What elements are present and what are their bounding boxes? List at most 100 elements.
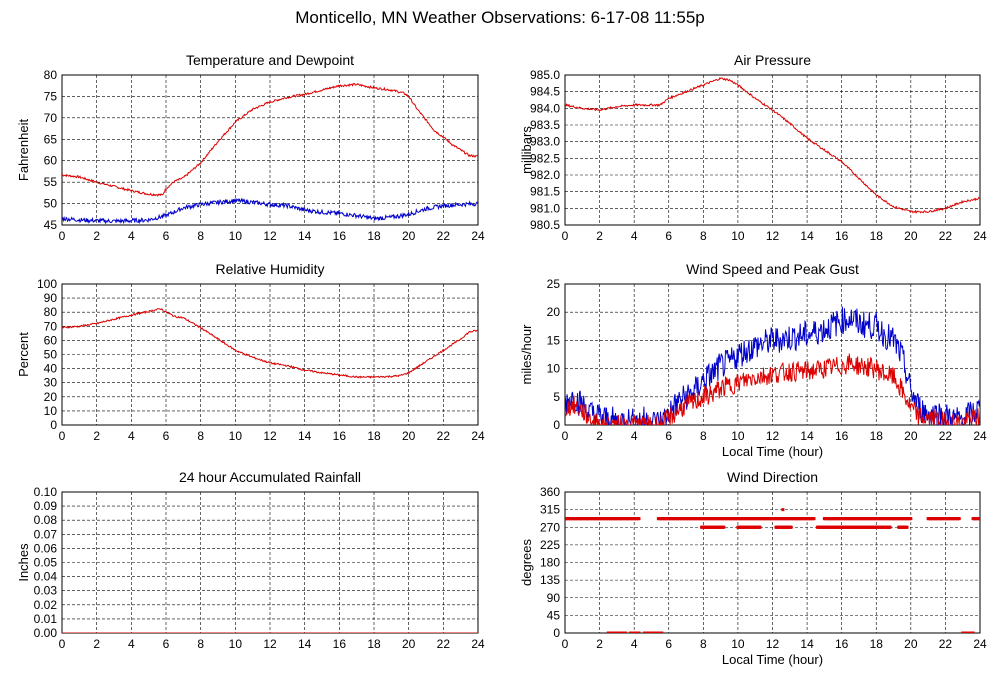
pressure-xtick-label: 10 bbox=[731, 229, 745, 243]
humidity-ytick-label: 20 bbox=[44, 390, 58, 404]
direction-xlabel: Local Time (hour) bbox=[722, 652, 823, 667]
rain-xtick-label: 16 bbox=[333, 637, 347, 651]
temp-xtick-label: 22 bbox=[437, 229, 451, 243]
humidity-frame bbox=[61, 283, 479, 426]
temp-ytick-label: 50 bbox=[44, 197, 58, 211]
direction-point bbox=[637, 631, 641, 633]
pressure-ytick-label: 982.0 bbox=[530, 168, 560, 182]
humidity-xtick-label: 4 bbox=[128, 429, 135, 443]
wind-xtick-label: 18 bbox=[870, 429, 884, 443]
humidity-xtick-label: 2 bbox=[93, 429, 100, 443]
humidity-ytick-label: 50 bbox=[44, 348, 58, 362]
temp-series-line-blue bbox=[62, 197, 478, 225]
direction-point bbox=[624, 631, 628, 633]
direction-point bbox=[758, 525, 762, 529]
pressure-xtick-label: 0 bbox=[562, 229, 569, 243]
direction-ytick-label: 360 bbox=[540, 485, 560, 499]
direction-ytick-label: 270 bbox=[540, 520, 560, 534]
humidity-title: Relative Humidity bbox=[216, 261, 325, 277]
direction-ytick-label: 45 bbox=[547, 608, 561, 622]
direction-frame bbox=[564, 491, 981, 634]
pressure-ytick-label: 984.0 bbox=[530, 101, 560, 115]
humidity-ytick-label: 80 bbox=[44, 305, 58, 319]
wind-xtick-label: 14 bbox=[800, 429, 814, 443]
temp-xtick-label: 16 bbox=[333, 229, 347, 243]
temp-xtick-label: 24 bbox=[471, 229, 485, 243]
humidity-xtick-label: 24 bbox=[471, 429, 485, 443]
temp-ytick-label: 55 bbox=[44, 175, 58, 189]
humidity-xtick-label: 18 bbox=[367, 429, 381, 443]
pressure-title: Air Pressure bbox=[734, 52, 811, 68]
pressure-xtick-label: 22 bbox=[939, 229, 953, 243]
direction-point bbox=[909, 517, 913, 521]
pressure-xtick-label: 6 bbox=[665, 229, 672, 243]
pressure-xtick-label: 24 bbox=[973, 229, 987, 243]
humidity-xtick-label: 12 bbox=[263, 429, 277, 443]
direction-xtick-label: 8 bbox=[700, 637, 707, 651]
pressure-chart: Air Pressure 980.5 981.0 981.5 982.0 982.5 983… bbox=[519, 52, 987, 243]
direction-xtick-label: 20 bbox=[904, 637, 918, 651]
pressure-xtick-label: 18 bbox=[870, 229, 884, 243]
pressure-ytick-label: 980.5 bbox=[530, 218, 560, 232]
wind-ytick-label: 20 bbox=[547, 305, 561, 319]
rain-xtick-label: 4 bbox=[128, 637, 135, 651]
direction-ylabel: degrees bbox=[519, 539, 534, 586]
temp-ytick-label: 70 bbox=[44, 111, 58, 125]
rain-ytick-label: 0.00 bbox=[34, 626, 58, 640]
humidity-ytick-label: 10 bbox=[44, 404, 58, 418]
direction-point bbox=[812, 517, 816, 521]
direction-point bbox=[978, 517, 980, 521]
humidity-xtick-label: 6 bbox=[163, 429, 170, 443]
rain-xtick-label: 24 bbox=[471, 637, 485, 651]
pressure-xtick-label: 8 bbox=[700, 229, 707, 243]
wind-ytick-label: 10 bbox=[547, 362, 561, 376]
pressure-xtick-label: 20 bbox=[904, 229, 918, 243]
pressure-xtick-label: 12 bbox=[766, 229, 780, 243]
pressure-ytick-label: 983.0 bbox=[530, 135, 560, 149]
direction-xtick-label: 14 bbox=[800, 637, 814, 651]
temp-ytick-label: 65 bbox=[44, 132, 58, 146]
rain-xtick-label: 18 bbox=[367, 637, 381, 651]
temp-xtick-label: 0 bbox=[59, 229, 66, 243]
pressure-frame bbox=[564, 74, 981, 226]
temp-title: Temperature and Dewpoint bbox=[186, 52, 354, 68]
wind-xtick-label: 6 bbox=[665, 429, 672, 443]
pressure-ytick-label: 981.5 bbox=[530, 185, 560, 199]
direction-ytick-label: 135 bbox=[540, 573, 560, 587]
wind-xtick-label: 4 bbox=[631, 429, 638, 443]
pressure-xtick-label: 4 bbox=[631, 229, 638, 243]
pressure-ylabel: millibars bbox=[519, 126, 534, 174]
wind-ytick-label: 25 bbox=[547, 277, 561, 291]
wind-ytick-label: 5 bbox=[553, 390, 560, 404]
temp-xtick-label: 4 bbox=[128, 229, 135, 243]
pressure-xtick-label: 2 bbox=[596, 229, 603, 243]
direction-ytick-label: 0 bbox=[553, 626, 560, 640]
wind-xlabel: Local Time (hour) bbox=[722, 444, 823, 459]
humidity-xtick-label: 0 bbox=[59, 429, 66, 443]
humidity-ytick-label: 40 bbox=[44, 362, 58, 376]
rain-xtick-label: 2 bbox=[93, 637, 100, 651]
humidity-ytick-label: 30 bbox=[44, 376, 58, 390]
temp-ylabel: Fahrenheit bbox=[16, 119, 31, 182]
wind-title: Wind Speed and Peak Gust bbox=[686, 261, 859, 277]
humidity-ytick-label: 70 bbox=[44, 319, 58, 333]
direction-point bbox=[781, 508, 785, 512]
direction-point bbox=[971, 631, 975, 633]
rain-xtick-label: 22 bbox=[437, 637, 451, 651]
direction-series bbox=[565, 508, 980, 633]
temp-xtick-label: 2 bbox=[93, 229, 100, 243]
wind-xtick-label: 20 bbox=[904, 429, 918, 443]
temp-frame bbox=[61, 74, 479, 226]
rain-ytick-label: 0.03 bbox=[34, 584, 58, 598]
rain-ylabel: Inches bbox=[16, 543, 31, 582]
rain-ytick-label: 0.08 bbox=[34, 513, 58, 527]
wind-frame bbox=[564, 283, 981, 426]
wind-xtick-label: 2 bbox=[596, 429, 603, 443]
humidity-ytick-label: 90 bbox=[44, 291, 58, 305]
direction-point bbox=[722, 525, 726, 529]
temp-xtick-label: 10 bbox=[229, 229, 243, 243]
direction-xtick-label: 12 bbox=[766, 637, 780, 651]
